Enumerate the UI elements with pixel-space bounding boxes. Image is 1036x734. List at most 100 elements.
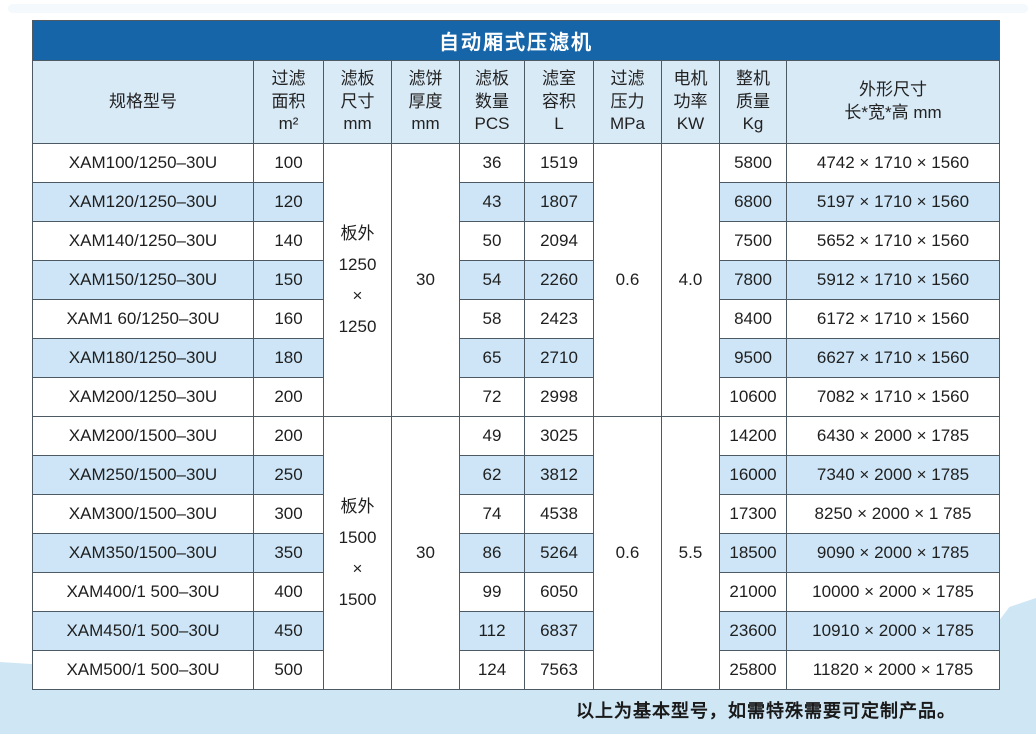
table-row: XAM450/1 500–30U 450 112 6837 23600 10910 × 2… xyxy=(32,611,1000,651)
machine-weight-cell: 21000 xyxy=(719,572,787,612)
plate-count-cell: 112 xyxy=(459,611,525,651)
machine-weight-cell: 17300 xyxy=(719,494,787,534)
chamber-volume-cell: 5264 xyxy=(524,533,594,573)
dimensions-cell: 6430 × 2000 × 1785 xyxy=(786,416,1000,456)
filter-area-cell: 140 xyxy=(253,221,324,261)
plate-count-cell: 50 xyxy=(459,221,525,261)
filter-pressure-cell: 0.6 xyxy=(593,416,662,690)
plate-count-cell: 54 xyxy=(459,260,525,300)
plate-count-cell: 36 xyxy=(459,143,525,183)
filter-area-cell: 120 xyxy=(253,182,324,222)
table-title-row: 自动厢式压滤机 xyxy=(32,20,1000,61)
filter-area-cell: 150 xyxy=(253,260,324,300)
model-cell: XAM350/1500–30U xyxy=(32,533,254,573)
column-header-model: 规格型号 xyxy=(32,60,254,144)
table-row: XAM350/1500–30U 350 86 5264 18500 9090 × 2000… xyxy=(32,533,1000,573)
table-row: XAM150/1250–30U 150 54 2260 7800 5912 × 1710 … xyxy=(32,260,1000,300)
chamber-volume-cell: 1519 xyxy=(524,143,594,183)
chamber-volume-cell: 2710 xyxy=(524,338,594,378)
filter-area-cell: 160 xyxy=(253,299,324,339)
chamber-volume-cell: 2260 xyxy=(524,260,594,300)
chamber-volume-cell: 2998 xyxy=(524,377,594,417)
chamber-volume-cell: 7563 xyxy=(524,650,594,690)
model-cell: XAM200/1250–30U xyxy=(32,377,254,417)
chamber-volume-cell: 2423 xyxy=(524,299,594,339)
filter-area-cell: 200 xyxy=(253,377,324,417)
dimensions-cell: 7082 × 1710 × 1560 xyxy=(786,377,1000,417)
machine-weight-cell: 9500 xyxy=(719,338,787,378)
dimensions-cell: 11820 × 2000 × 1785 xyxy=(786,650,1000,690)
cake-thickness-cell: 30 xyxy=(391,416,460,690)
spec-table: 自动厢式压滤机 规格型号 过滤 面积 m² 滤板 尺寸 mm 滤饼 厚度 mm 滤板 数量 PCS 滤室容… xyxy=(32,20,1000,690)
chamber-volume-cell: 1807 xyxy=(524,182,594,222)
table-row: XAM200/1250–30U 200 72 2998 10600 7082 × 1710… xyxy=(32,377,1000,417)
machine-weight-cell: 7800 xyxy=(719,260,787,300)
table-row: XAM1 60/1250–30U 160 58 2423 8400 6172 × 1710… xyxy=(32,299,1000,339)
dimensions-cell: 5197 × 1710 × 1560 xyxy=(786,182,1000,222)
machine-weight-cell: 16000 xyxy=(719,455,787,495)
dimensions-cell: 7340 × 2000 × 1785 xyxy=(786,455,1000,495)
model-cell: XAM140/1250–30U xyxy=(32,221,254,261)
plate-count-cell: 99 xyxy=(459,572,525,612)
cake-thickness-cell: 30 xyxy=(391,143,460,417)
motor-power-cell: 5.5 xyxy=(661,416,720,690)
plate-count-cell: 65 xyxy=(459,338,525,378)
plate-count-cell: 43 xyxy=(459,182,525,222)
machine-weight-cell: 23600 xyxy=(719,611,787,651)
table-row: XAM180/1250–30U 180 65 2710 9500 6627 × 1710 … xyxy=(32,338,1000,378)
dimensions-cell: 9090 × 2000 × 1785 xyxy=(786,533,1000,573)
machine-weight-cell: 25800 xyxy=(719,650,787,690)
model-cell: XAM450/1 500–30U xyxy=(32,611,254,651)
footer-note: 以上为基本型号，如需特殊需要可定制产品。 xyxy=(576,701,956,721)
dimensions-cell: 6172 × 1710 × 1560 xyxy=(786,299,1000,339)
column-header-dimensions: 外形尺寸 长*宽*高 mm xyxy=(786,60,1000,144)
machine-weight-cell: 14200 xyxy=(719,416,787,456)
model-cell: XAM1 60/1250–30U xyxy=(32,299,254,339)
model-cell: XAM150/1250–30U xyxy=(32,260,254,300)
column-header-filter-area: 过滤 面积 m² xyxy=(253,60,324,144)
table-body: XAM100/1250–30U 100 板外 1250 × 1250 30 36 1519 0.6… xyxy=(32,143,1000,690)
top-accent-strip xyxy=(8,4,1028,13)
table-row: XAM500/1 500–30U 500 124 7563 25800 11820 × 2… xyxy=(32,650,1000,690)
plate-size-cell: 板外 1250 × 1250 xyxy=(323,143,392,417)
machine-weight-cell: 18500 xyxy=(719,533,787,573)
plate-count-cell: 124 xyxy=(459,650,525,690)
plate-size-cell: 板外 1500 × 1500 xyxy=(323,416,392,690)
filter-area-cell: 250 xyxy=(253,455,324,495)
motor-power-cell: 4.0 xyxy=(661,143,720,417)
table-header-row: 规格型号 过滤 面积 m² 滤板 尺寸 mm 滤饼 厚度 mm 滤板 数量 PCS 滤室 容积 L 过滤 压力 MP… xyxy=(32,60,1000,144)
column-header-cake-thickness: 滤饼 厚度 mm xyxy=(391,60,460,144)
table-row: XAM400/1 500–30U 400 99 6050 21000 10000 × 20… xyxy=(32,572,1000,612)
table-title: 自动厢式压滤机 xyxy=(32,20,1000,61)
machine-weight-cell: 10600 xyxy=(719,377,787,417)
filter-area-cell: 400 xyxy=(253,572,324,612)
chamber-volume-cell: 3025 xyxy=(524,416,594,456)
chamber-volume-cell: 2094 xyxy=(524,221,594,261)
filter-pressure-cell: 0.6 xyxy=(593,143,662,417)
plate-count-cell: 72 xyxy=(459,377,525,417)
dimensions-cell: 4742 × 1710 × 1560 xyxy=(786,143,1000,183)
column-header-filter-pressure: 过滤 压力 MPa xyxy=(593,60,662,144)
filter-area-cell: 350 xyxy=(253,533,324,573)
machine-weight-cell: 8400 xyxy=(719,299,787,339)
table-row: XAM300/1500–30U 300 74 4538 17300 8250 × 2000… xyxy=(32,494,1000,534)
model-cell: XAM300/1500–30U xyxy=(32,494,254,534)
model-cell: XAM100/1250–30U xyxy=(32,143,254,183)
filter-area-cell: 300 xyxy=(253,494,324,534)
dimensions-cell: 5652 × 1710 × 1560 xyxy=(786,221,1000,261)
column-header-motor-power: 电机 功率 KW xyxy=(661,60,720,144)
column-header-machine-weight: 整机 质量 Kg xyxy=(719,60,787,144)
plate-count-cell: 58 xyxy=(459,299,525,339)
table-row: XAM140/1250–30U 140 50 2094 7500 5652 × 1710 … xyxy=(32,221,1000,261)
model-cell: XAM250/1500–30U xyxy=(32,455,254,495)
machine-weight-cell: 5800 xyxy=(719,143,787,183)
table-row: XAM250/1500–30U 250 62 3812 16000 7340 × 2000… xyxy=(32,455,1000,495)
model-cell: XAM120/1250–30U xyxy=(32,182,254,222)
filter-area-cell: 500 xyxy=(253,650,324,690)
dimensions-cell: 8250 × 2000 × 1 785 xyxy=(786,494,1000,534)
dimensions-cell: 5912 × 1710 × 1560 xyxy=(786,260,1000,300)
dimensions-cell: 6627 × 1710 × 1560 xyxy=(786,338,1000,378)
column-header-plate-count: 滤板 数量 PCS xyxy=(459,60,525,144)
plate-count-cell: 86 xyxy=(459,533,525,573)
plate-count-cell: 74 xyxy=(459,494,525,534)
